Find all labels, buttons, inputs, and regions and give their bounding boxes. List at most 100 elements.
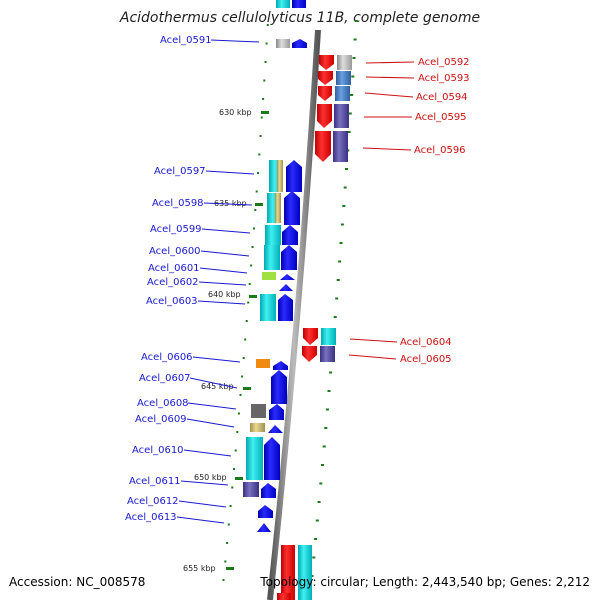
gene-label-acel-0594[interactable]: Acel_0594: [416, 92, 468, 103]
gene-arrow-acel-0610[interactable]: [264, 437, 280, 480]
gene-feature[interactable]: [298, 545, 312, 600]
tick-dot: [329, 371, 333, 374]
gene-arrow-acel-0597[interactable]: [286, 160, 302, 192]
tick-dot: [319, 482, 323, 485]
gene-label-acel-0610[interactable]: Acel_0610: [132, 445, 184, 456]
cog-box-acel-0599[interactable]: [265, 225, 281, 245]
tick-dot: [336, 279, 340, 281]
gene-arrow-acel-0601[interactable]: [280, 274, 295, 280]
gene-arrow-acel-0608[interactable]: [269, 404, 284, 420]
gene-label-acel-0607[interactable]: Acel_0607: [139, 373, 191, 384]
gene-label-acel-0608[interactable]: Acel_0608: [137, 398, 189, 409]
cog-box-acel-0594[interactable]: [335, 86, 350, 101]
gene-label-acel-0603[interactable]: Acel_0603: [146, 296, 198, 307]
gene-feature-acel-0591-cog[interactable]: [276, 39, 290, 48]
gene-feature[interactable]: [277, 593, 291, 600]
tick-dot: [340, 223, 344, 226]
kbp-tick-630: [261, 111, 269, 114]
tick-dot: [325, 408, 329, 411]
tick-dot: [350, 94, 354, 96]
cog-box-acel-0601[interactable]: [262, 272, 276, 280]
gene-label-acel-0606[interactable]: Acel_0606: [141, 352, 193, 363]
gene-label-acel-0612[interactable]: Acel_0612: [127, 496, 179, 507]
gene-arrow-acel-0593[interactable]: [318, 71, 333, 85]
cog-box-acel-0592[interactable]: [337, 55, 352, 70]
gene-label-acel-0593[interactable]: Acel_0593: [418, 73, 470, 84]
cog-box-acel-0611[interactable]: [243, 482, 259, 497]
tick-dot: [234, 449, 237, 452]
gene-label-acel-0600[interactable]: Acel_0600: [149, 246, 201, 257]
gene-arrow-acel-0612[interactable]: [258, 505, 273, 518]
gene-label-acel-0605[interactable]: Acel_0605: [400, 354, 452, 365]
tick-dot: [231, 486, 234, 489]
forward-strand-features: [243, 0, 307, 532]
cog-box-acel-0605[interactable]: [320, 346, 335, 362]
cog-box-acel-0598b[interactable]: [275, 193, 281, 223]
gene-arrow-acel-0598[interactable]: [284, 191, 300, 225]
gene-arrow-acel-0599[interactable]: [282, 225, 298, 245]
tick-dot: [222, 579, 225, 581]
gene-label-acel-0592[interactable]: Acel_0592: [418, 57, 470, 68]
cog-box-acel-0603[interactable]: [260, 294, 276, 321]
gene-label-acel-0591[interactable]: Acel_0591: [160, 35, 212, 46]
kbp-markers: 630 kbp 635 kbp 640 kbp 645 kbp 650 kbp …: [183, 108, 269, 573]
cog-box-acel-0608[interactable]: [251, 404, 266, 418]
gene-arrow-acel-0607[interactable]: [271, 370, 287, 404]
gene-arrow-acel-0605[interactable]: [302, 346, 317, 362]
tick-dot: [237, 412, 240, 415]
gene-label-acel-0596[interactable]: Acel_0596: [414, 145, 466, 156]
gene-arrow-acel-0595[interactable]: [317, 104, 332, 128]
tick-dot: [264, 61, 267, 63]
gene-label-acel-0609[interactable]: Acel_0609: [135, 414, 187, 425]
tick-dot: [260, 116, 263, 119]
tick-dot: [351, 75, 355, 78]
gene-label-acel-0599[interactable]: Acel_0599: [150, 224, 202, 235]
chromosome-backbone: [267, 29, 321, 600]
gene-label-acel-0598[interactable]: Acel_0598: [152, 198, 204, 209]
gene-arrow-acel-0606[interactable]: [273, 361, 288, 370]
cog-box-acel-0606[interactable]: [256, 359, 270, 368]
cog-box-acel-0609[interactable]: [250, 423, 265, 432]
cog-box-acel-0600[interactable]: [264, 245, 280, 270]
gene-arrow-acel-0602[interactable]: [279, 284, 293, 291]
gene-label-acel-0613[interactable]: Acel_0613: [125, 512, 177, 523]
gene-feature[interactable]: [292, 0, 306, 8]
gene-arrow-acel-0613[interactable]: [257, 523, 271, 532]
gene-arrow-acel-0592[interactable]: [319, 55, 334, 70]
tick-dot: [338, 260, 342, 263]
cog-box-acel-0596[interactable]: [333, 131, 348, 162]
kbp-label-650: 650 kbp: [194, 473, 227, 482]
gene-label-acel-0604[interactable]: Acel_0604: [400, 337, 452, 348]
gene-label-acel-0597[interactable]: Acel_0597: [154, 166, 206, 177]
kbp-tick-645: [243, 387, 251, 390]
gene-label-acel-0602[interactable]: Acel_0602: [147, 277, 199, 288]
tick-track-inner: [222, 24, 269, 581]
tick-dot: [244, 338, 247, 341]
tick-dot: [258, 153, 261, 156]
gene-arrow-acel-0603[interactable]: [278, 294, 293, 321]
gene-arrow-acel-0596[interactable]: [315, 131, 331, 162]
gene-label-acel-0611[interactable]: Acel_0611: [129, 476, 181, 487]
tick-dot: [259, 135, 262, 137]
gene-feature[interactable]: [276, 0, 290, 8]
cog-box-acel-0604[interactable]: [321, 328, 336, 345]
tick-dot: [324, 427, 328, 429]
cog-box-acel-0593[interactable]: [336, 71, 351, 85]
gene-labels-right: Acel_0592 Acel_0593 Acel_0594 Acel_0595 …: [400, 57, 470, 365]
gene-feature[interactable]: [281, 545, 295, 600]
gene-label-acel-0601[interactable]: Acel_0601: [148, 263, 200, 274]
gene-arrow-acel-0594[interactable]: [318, 86, 332, 101]
gene-arrow-acel-0609[interactable]: [268, 425, 283, 433]
gene-arrow-acel-0611[interactable]: [261, 483, 276, 498]
gene-arrow-acel-0600[interactable]: [281, 245, 297, 270]
tick-dot: [241, 375, 244, 378]
cog-box-acel-0597b[interactable]: [277, 160, 283, 192]
gene-label-acel-0595[interactable]: Acel_0595: [415, 112, 467, 123]
gene-feature-acel-0591[interactable]: [292, 39, 307, 48]
cog-box-acel-0595[interactable]: [334, 104, 349, 128]
gene-arrow-acel-0604[interactable]: [303, 328, 318, 345]
tick-dot: [245, 320, 248, 322]
tick-dot: [352, 57, 356, 59]
cog-box-acel-0610[interactable]: [246, 437, 263, 480]
